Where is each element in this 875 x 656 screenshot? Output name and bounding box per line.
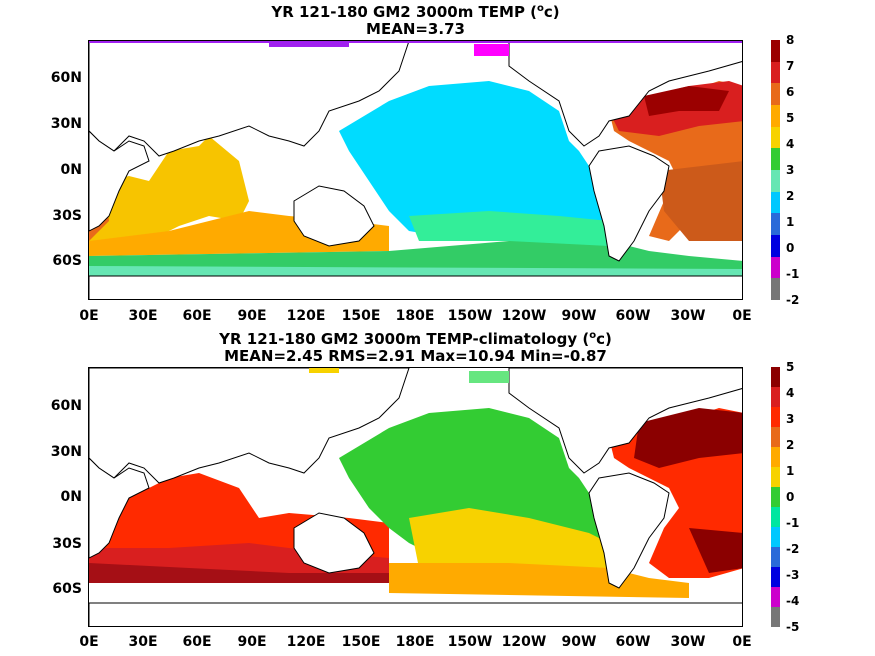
colorbar-label: 3 [786, 412, 795, 426]
colorbar-label: 6 [786, 85, 795, 99]
panel2-lon-120w: 120W [501, 634, 547, 650]
colorbar-swatch [771, 547, 780, 567]
panel2-lat-60n: 60N [50, 398, 82, 414]
colorbar-label: 2 [786, 438, 795, 452]
panel1-lon-60e: 60E [182, 308, 212, 324]
colorbar-swatch [771, 387, 780, 407]
panel1-lon-120w: 120W [501, 308, 547, 324]
panel1-lat-0n: 0N [60, 162, 82, 178]
colorbar-swatch [771, 527, 780, 547]
colorbar-swatch [771, 467, 780, 487]
colorbar-label: 3 [786, 163, 795, 177]
panel1-lon-90w: 90W [561, 308, 597, 324]
panel2-lon-30w: 30W [670, 634, 706, 650]
panel1-lon-30e: 30E [128, 308, 158, 324]
panel2-lat-30n: 30N [50, 444, 82, 460]
panel1-map [88, 40, 743, 300]
colorbar-label: -5 [786, 620, 800, 634]
colorbar-label: -1 [786, 267, 800, 281]
panel1-lon-150e: 150E [341, 308, 381, 324]
panel1-title: YR 121-180 GM2 3000m TEMP (oc) MEAN=3.73 [88, 0, 743, 38]
panel2-lon-120e: 120E [286, 634, 326, 650]
colorbar-label: 7 [786, 59, 795, 73]
colorbar-label: -2 [786, 542, 800, 556]
panel1-lat-30s: 30S [52, 208, 82, 224]
panel2-map-svg [89, 368, 742, 626]
panel2-lat-30s: 30S [52, 536, 82, 552]
colorbar-swatch [771, 487, 780, 507]
colorbar-swatch [771, 104, 780, 127]
panel1-lat-30n: 30N [50, 116, 82, 132]
panel1-colorbar [771, 40, 780, 300]
panel1-lon-0e: 0E [79, 308, 99, 324]
colorbar-label: 0 [786, 490, 795, 504]
panel1-lon-150w: 150W [447, 308, 493, 324]
panel2-lon-150w: 150W [447, 634, 493, 650]
colorbar-swatch [771, 407, 780, 427]
panel2-lon-60e: 60E [182, 634, 212, 650]
panel2-lon-180e: 180E [395, 634, 435, 650]
colorbar-swatch [771, 278, 780, 300]
panel2-lon-90w: 90W [561, 634, 597, 650]
colorbar-swatch [771, 587, 780, 607]
colorbar-swatch [771, 126, 780, 149]
panel1-lon-180e: 180E [395, 308, 435, 324]
panel1-lat-60s: 60S [52, 253, 82, 269]
colorbar-label: 2 [786, 189, 795, 203]
colorbar-label: 1 [786, 215, 795, 229]
panel2-lon-90e: 90E [237, 634, 267, 650]
colorbar-swatch [771, 507, 780, 527]
panel2-lat-60s: 60S [52, 581, 82, 597]
panel2-colorbar [771, 367, 780, 627]
panel1-lon-120e: 120E [286, 308, 326, 324]
panel2-lat-0n: 0N [60, 489, 82, 505]
colorbar-label: 0 [786, 241, 795, 255]
panel2-title-line1: YR 121-180 GM2 3000m TEMP-climatology (o… [219, 330, 612, 348]
colorbar-swatch [771, 83, 780, 105]
colorbar-swatch [771, 567, 780, 587]
colorbar-label: 4 [786, 386, 795, 400]
colorbar-label: 5 [786, 111, 795, 125]
colorbar-swatch [771, 607, 780, 627]
panel2-lon-60w: 60W [615, 634, 651, 650]
panel1-lon-30w: 30W [670, 308, 706, 324]
colorbar-label: 5 [786, 360, 795, 374]
panel2-lon-150e: 150E [341, 634, 381, 650]
panel2-stats: MEAN=2.45 RMS=2.91 Max=10.94 Min=-0.87 [224, 347, 607, 365]
panel1-lon-60w: 60W [615, 308, 651, 324]
colorbar-label: -4 [786, 594, 800, 608]
colorbar-swatch [771, 427, 780, 447]
panel2-lon-0e: 0E [79, 634, 99, 650]
colorbar-label: -1 [786, 516, 800, 530]
panel1-map-svg [89, 41, 742, 299]
colorbar-label: 1 [786, 464, 795, 478]
colorbar-swatch [771, 213, 780, 235]
panel1-mean: MEAN=3.73 [366, 20, 465, 38]
panel1-title-line1: YR 121-180 GM2 3000m TEMP (oc) [271, 3, 560, 21]
panel2-lon-0e-end: 0E [732, 634, 752, 650]
panel2-lon-30e: 30E [128, 634, 158, 650]
panel1-lat-60n: 60N [50, 70, 82, 86]
colorbar-label: 8 [786, 33, 795, 47]
colorbar-swatch [771, 40, 780, 62]
colorbar-swatch [771, 169, 780, 192]
colorbar-swatch [771, 61, 780, 84]
colorbar-swatch [771, 234, 780, 257]
colorbar-swatch [771, 191, 780, 214]
colorbar-label: -3 [786, 568, 800, 582]
panel1-lon-90e: 90E [237, 308, 267, 324]
panel2-map [88, 367, 743, 627]
colorbar-swatch [771, 256, 780, 279]
colorbar-label: -2 [786, 293, 800, 307]
colorbar-label: 4 [786, 137, 795, 151]
colorbar-swatch [771, 367, 780, 387]
panel1-lon-0e-end: 0E [732, 308, 752, 324]
colorbar-swatch [771, 148, 780, 170]
panel2-title: YR 121-180 GM2 3000m TEMP-climatology (o… [88, 327, 743, 365]
colorbar-swatch [771, 447, 780, 467]
